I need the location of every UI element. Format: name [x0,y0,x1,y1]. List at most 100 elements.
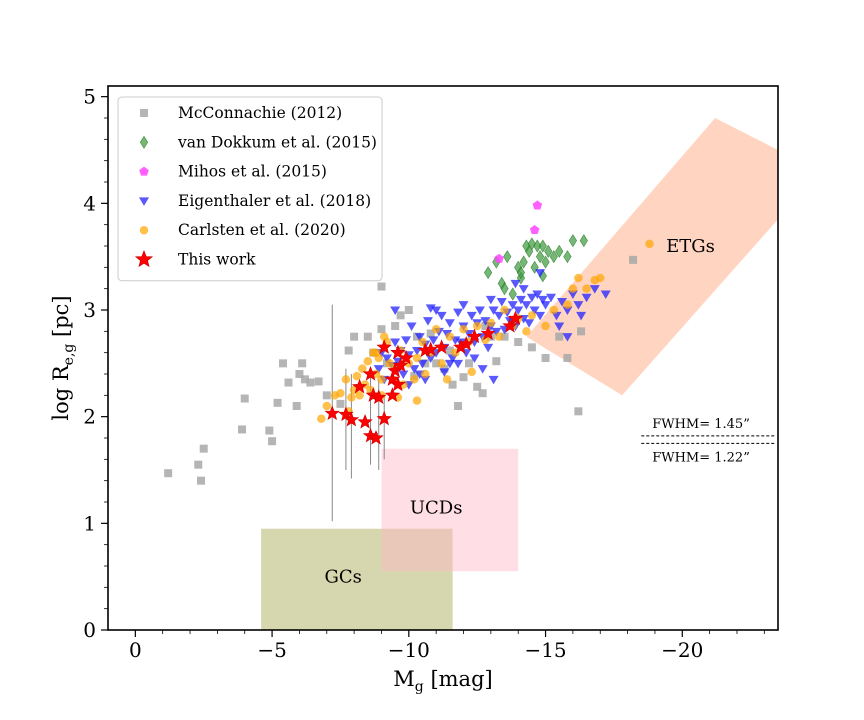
region-label-gcs: GCs [324,567,361,588]
data-point [371,348,381,357]
data-point [344,346,353,355]
data-point [392,357,409,372]
data-point [535,311,546,321]
data-point [540,301,551,310]
data-point [363,356,373,366]
data-point [401,336,412,345]
y-tick-label: 1 [83,511,96,535]
x-tick-label: −10 [388,638,430,662]
data-point [336,399,345,408]
legend-marker [139,166,149,176]
data-point [576,311,587,321]
data-point [370,389,387,404]
data-point [265,426,274,435]
legend-marker [139,135,149,149]
data-point [377,375,386,384]
data-point [412,353,422,363]
region-label-etgs: ETGs [666,236,715,257]
data-point [573,301,584,310]
data-point [549,305,559,315]
data-point [507,301,518,310]
data-point [527,237,536,251]
data-point [298,359,307,368]
data-point [521,301,532,310]
data-point [524,319,535,328]
data-point [398,349,414,365]
data-point [459,324,468,334]
data-point [595,273,605,283]
data-point [357,413,373,429]
legend-box [117,96,383,282]
data-point [420,369,430,379]
data-point [448,380,457,389]
data-point [579,234,588,248]
legend-label: Mihos et al. (2015) [178,163,327,181]
data-point [549,250,558,264]
data-point [384,387,401,402]
legend-marker [139,197,149,206]
data-point [577,327,586,336]
plot-frame [107,85,779,631]
data-point [496,297,507,307]
data-point [567,290,578,299]
data-point [473,382,482,391]
data-point [568,284,578,293]
data-point [379,332,389,341]
legend-item: Mihos et al. (2015) [139,163,327,181]
data-point [422,317,433,326]
data-point [485,295,496,305]
data-point [390,338,401,347]
data-point [467,367,476,377]
data-point [199,444,208,453]
data-point [373,365,384,374]
data-point [459,373,468,382]
data-point [503,250,512,264]
data-point [538,239,547,253]
legend-marker [139,225,149,235]
data-point [488,375,499,385]
data-point [464,359,473,368]
data-point [444,319,455,328]
y-axis-title-sub: e,g [61,344,77,366]
data-point [500,305,509,315]
data-point [494,311,505,321]
data-point [426,329,435,338]
data-point [562,333,573,342]
data-point [568,234,578,248]
data-point [484,266,493,280]
data-point [351,378,368,394]
data-point [535,269,546,278]
legend-label: Eigenthaler et al. (2018) [178,192,371,210]
x-tick-label: 0 [129,638,142,662]
data-point [532,290,543,299]
data-point [279,359,288,368]
data-point [196,476,205,485]
legend-label: McConnachie (2012) [178,104,342,122]
data-point [492,357,501,366]
data-point [483,343,494,353]
data-point [453,359,464,369]
fwhm-label-top: FWHM= 1.45” [652,417,750,432]
data-point [491,327,502,337]
data-point [347,393,356,402]
data-point [541,354,550,362]
y-axis-title: log Re,g [pc] [49,295,77,420]
x-tick-label: −15 [524,638,566,662]
data-point [437,359,446,368]
data-point [194,460,203,469]
data-point [442,375,452,384]
region-etgs [526,118,778,396]
data-point [500,282,509,296]
data-point [546,293,557,303]
data-point [368,429,384,445]
data-point [377,325,386,334]
data-point [322,401,332,411]
data-point [508,287,517,301]
y-axis-title-unit: [pc] [49,295,73,343]
data-point [522,327,531,336]
data-point [519,255,528,269]
data-points-layer [164,200,654,485]
data-point [362,365,379,381]
region-gcs [261,528,453,630]
